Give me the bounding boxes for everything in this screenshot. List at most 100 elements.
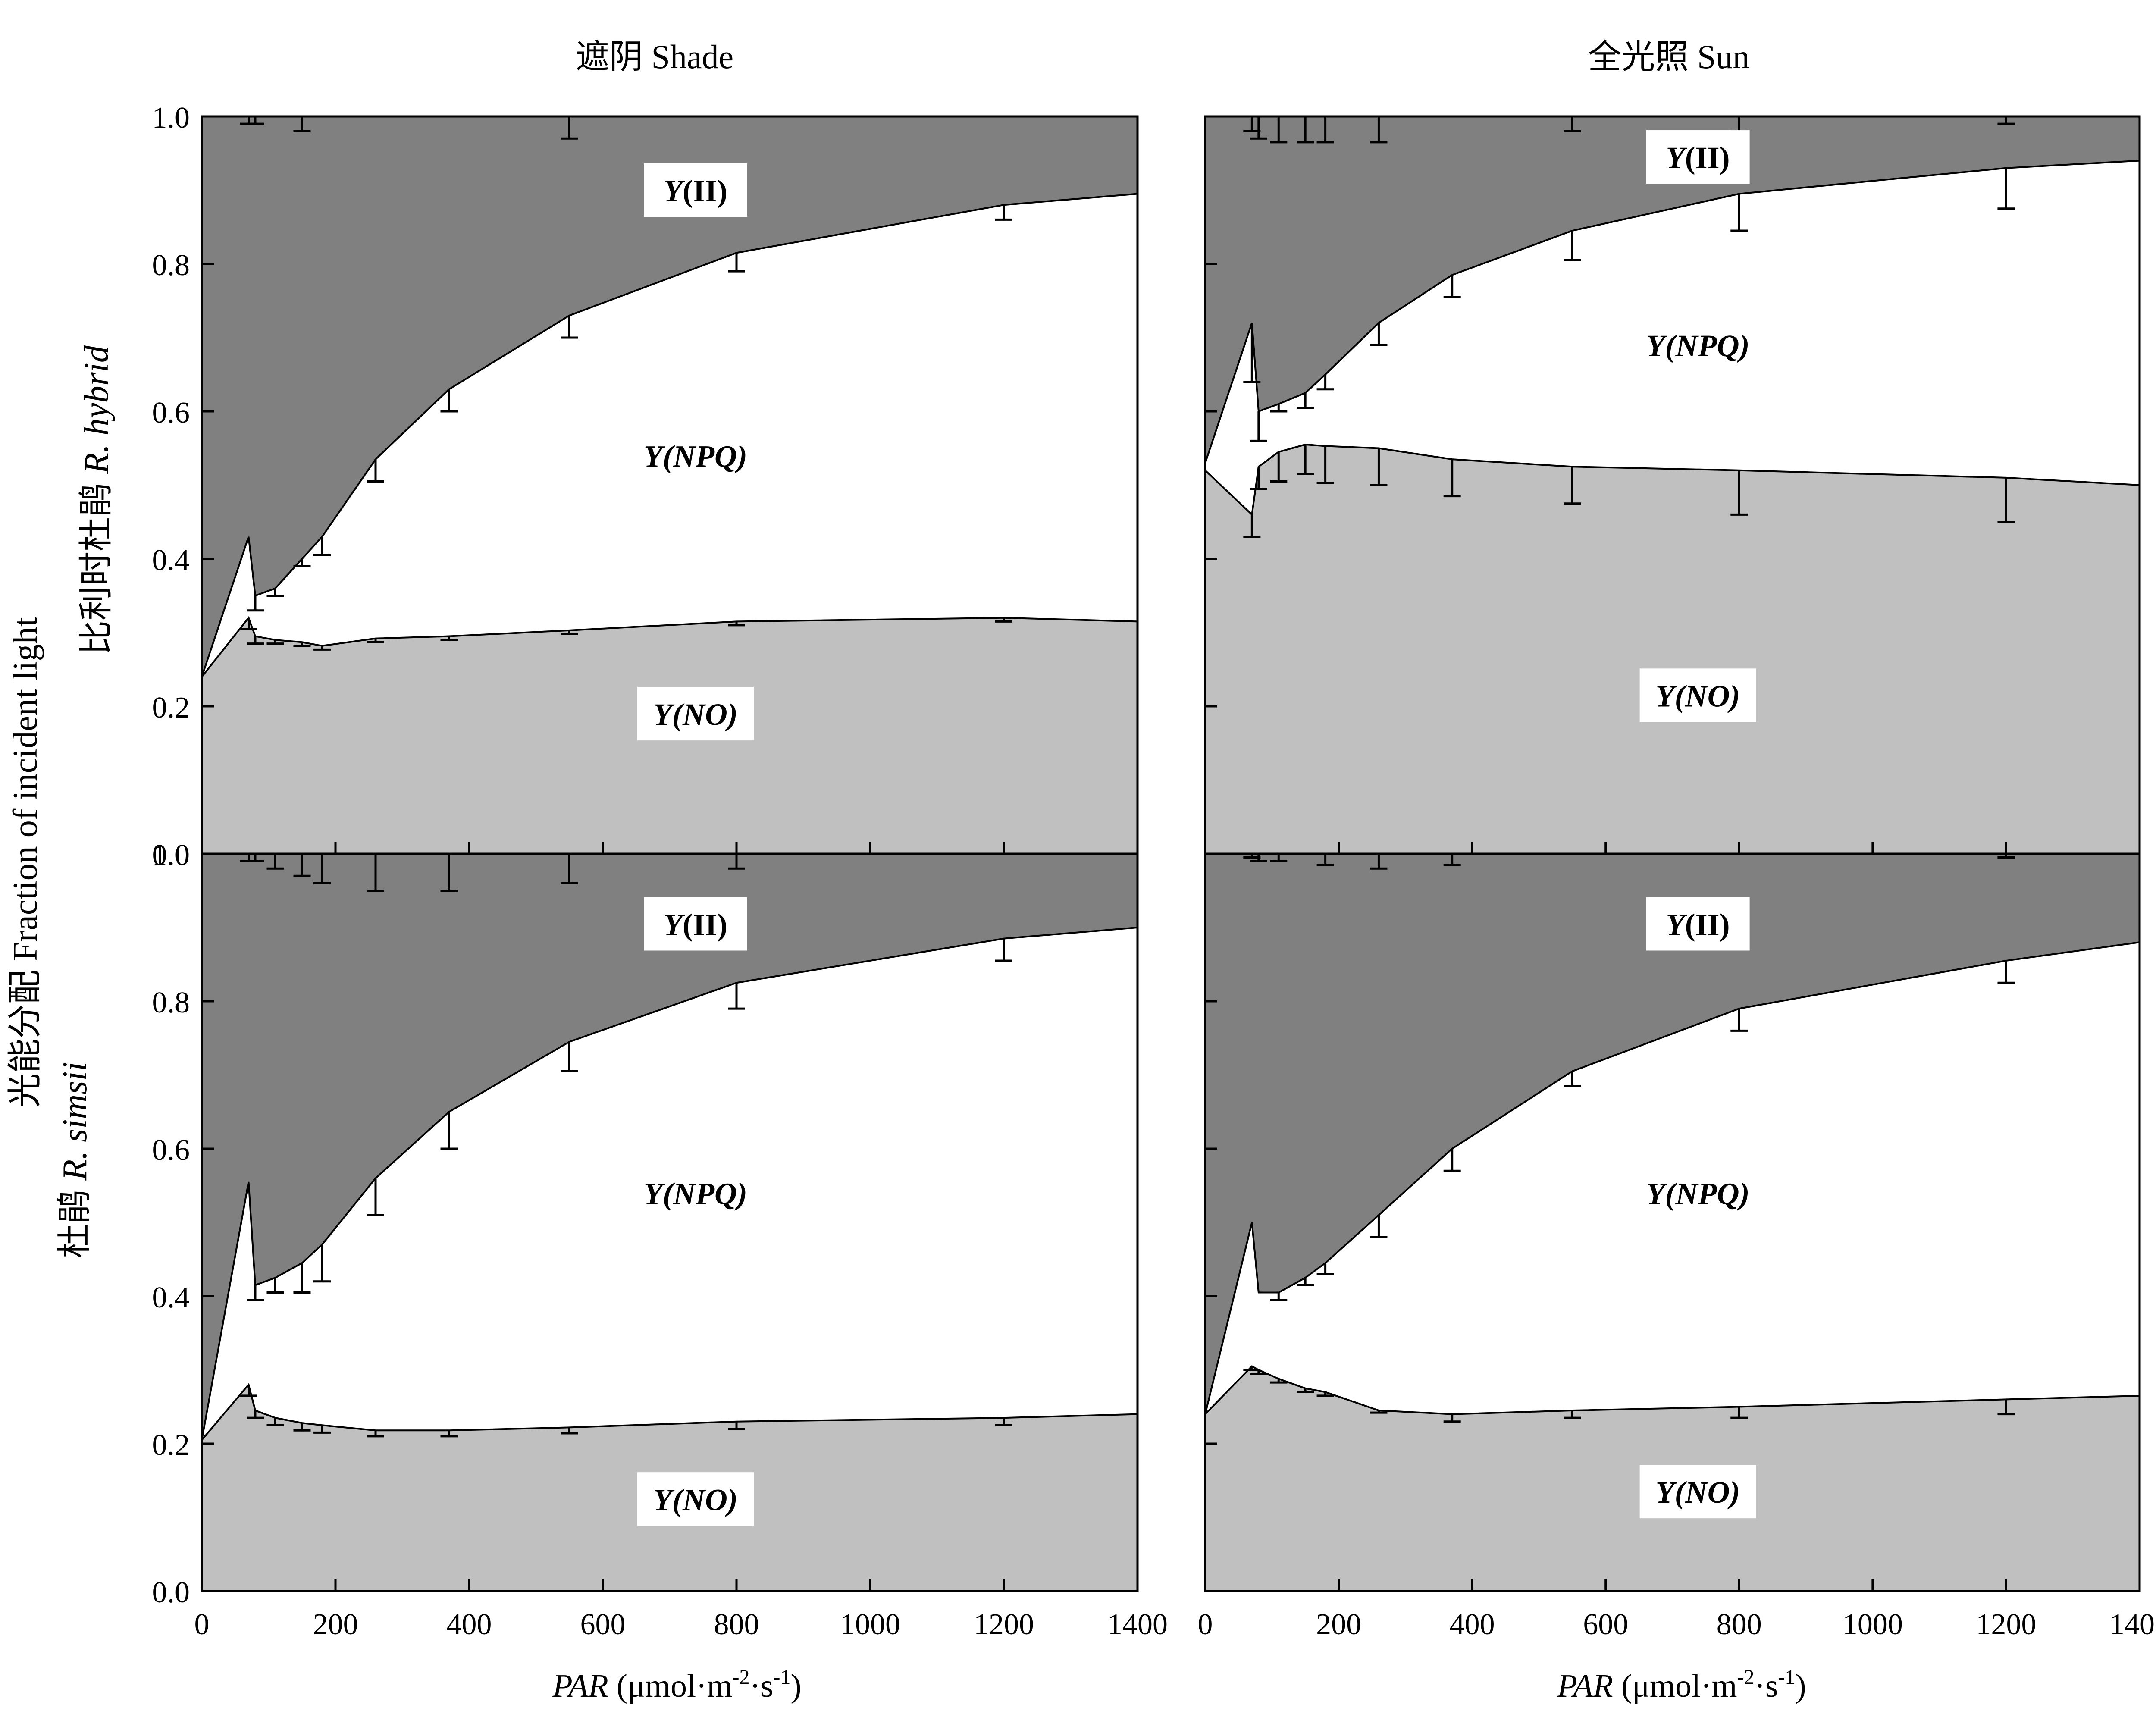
y-tick-label: 0.0 xyxy=(152,1576,190,1609)
x-tick-label: 1000 xyxy=(1843,1608,1903,1641)
region-label-yno: Y(NO) xyxy=(1656,679,1740,713)
x-tick-label: 600 xyxy=(1583,1608,1628,1641)
region-label-box xyxy=(1639,668,1756,722)
region-label-var: Y xyxy=(1656,679,1677,713)
column-title-sun: 全光照 Sun xyxy=(1588,38,1750,75)
y-tick-label: 0.0 xyxy=(152,839,190,872)
line-yno-plus-ynpq xyxy=(201,927,1138,1440)
region-label-var: Y xyxy=(664,174,685,208)
y-tick-label: 0.4 xyxy=(152,544,190,577)
x-axis-title-sun: PAR (μmol·m-2·s-1) xyxy=(1557,1666,1806,1704)
panel-sun-simsii: 0200400600800100012001400Y(II)Y(NPQ)Y(NO… xyxy=(1198,852,2156,1641)
row-title-simsii: 杜鹃 R. simsii xyxy=(56,1062,94,1258)
region-label-var: Y xyxy=(653,697,675,732)
region-label-name: (II) xyxy=(683,907,727,942)
x-tick-label: 600 xyxy=(580,1608,626,1641)
plot-frame xyxy=(201,852,1139,1592)
region-label-box xyxy=(1646,130,1750,184)
x-tick-label: 1400 xyxy=(2109,1608,2156,1641)
x-axis-var: PAR xyxy=(552,1668,608,1704)
x-axis-sup1: -2 xyxy=(1737,1666,1755,1689)
x-tick-label: 1000 xyxy=(840,1608,900,1641)
x-tick-label: 0 xyxy=(194,1608,210,1641)
area-ynpq xyxy=(1205,942,2140,1414)
y-tick-label: 0.8 xyxy=(152,986,190,1019)
region-label-var: Y xyxy=(644,1177,665,1211)
area-yno xyxy=(1205,444,2140,854)
x-tick-label: 800 xyxy=(1717,1608,1762,1641)
x-tick-label: 1200 xyxy=(1976,1608,2036,1641)
line-yno-plus-ynpq xyxy=(201,193,1138,677)
region-label-yii: Y(II) xyxy=(1666,141,1730,175)
line-yno-plus-ynpq xyxy=(1204,941,2140,1415)
y-tick-label: 0.2 xyxy=(152,691,190,724)
x-tick-label: 1400 xyxy=(1107,1608,1168,1641)
region-label-var: Y xyxy=(644,439,665,474)
y-tick-label: 0.6 xyxy=(152,396,190,429)
region-label-name: (NPQ) xyxy=(1665,1177,1750,1211)
x-axis-unit-mid: ·s xyxy=(1755,1668,1778,1704)
row-title-hybrid: 比利时杜鹃 R. hybrid xyxy=(78,345,116,655)
line-yno xyxy=(201,616,1138,677)
x-axis-unit-pre: (μmol·m xyxy=(1613,1668,1737,1704)
region-label-ynpq: Y(NPQ) xyxy=(1646,1177,1750,1211)
region-label-var: Y xyxy=(664,907,685,942)
panel-shade-hybrid: 0.00.20.40.60.81.0Y(II)Y(NPQ)Y(NO) xyxy=(152,101,1139,872)
x-axis-unit-mid: ·s xyxy=(750,1668,774,1704)
region-label-var: Y xyxy=(1666,907,1688,942)
row-title-hybrid-zh: 比利时杜鹃 xyxy=(78,474,116,655)
region-label-var: Y xyxy=(1646,1177,1668,1211)
x-tick-label: 200 xyxy=(313,1608,358,1641)
row-title-simsii-latin: R. simsii xyxy=(56,1062,94,1181)
row-title-hybrid-latin: R. hybrid xyxy=(78,345,116,474)
region-label-yno: Y(NO) xyxy=(653,1482,738,1517)
panel-shade-simsii: 0.0 0.2 0.4 0.6 0.8 1.0 0 200 400 600 800 1000 1200 1… xyxy=(152,839,1168,1641)
region-label-box xyxy=(1646,897,1750,951)
region-label-var: Y xyxy=(653,1482,675,1517)
line-yno-plus-ynpq xyxy=(1204,160,2140,464)
region-label-ynpq: Y(NPQ) xyxy=(644,439,747,474)
x-axis-sup1: -2 xyxy=(733,1666,750,1689)
area-ynpq xyxy=(202,194,1138,677)
x-tick-label: 1200 xyxy=(974,1608,1034,1641)
x-tick-label: 800 xyxy=(714,1608,759,1641)
region-label-box xyxy=(637,687,754,741)
y-tick-label: 0.8 xyxy=(152,249,190,282)
y-tick-label: 1.0 xyxy=(152,101,190,135)
plot-frame xyxy=(1204,852,2141,1592)
x-axis-unit-post: ) xyxy=(790,1668,801,1704)
y-tick-label: 1.0 xyxy=(152,839,190,872)
x-axis-title-shade: PAR (μmol·m-2·s-1) xyxy=(552,1666,801,1704)
region-label-ynpq: Y(NPQ) xyxy=(1646,329,1750,363)
column-title-shade: 遮阴 Shade xyxy=(576,38,733,75)
region-label-name: (II) xyxy=(1685,141,1730,175)
x-axis-sup2: -1 xyxy=(1778,1666,1795,1689)
region-label-box xyxy=(644,897,747,951)
y-tick-label: 0.4 xyxy=(152,1281,190,1314)
region-label-box xyxy=(644,163,747,217)
line-yno xyxy=(201,1382,1138,1441)
panel-sun-hybrid: Y(II)Y(NPQ)Y(NO) xyxy=(1204,115,2141,855)
region-label-var: Y xyxy=(1656,1475,1677,1510)
region-label-box xyxy=(1639,1465,1756,1519)
region-label-yno: Y(NO) xyxy=(1656,1475,1740,1510)
x-tick-label: 400 xyxy=(447,1608,492,1641)
x-tick-label: 200 xyxy=(1316,1608,1361,1641)
region-label-yii: Y(II) xyxy=(664,907,727,942)
line-yno xyxy=(1204,443,2140,517)
x-tick-label: 0 xyxy=(1198,1608,1213,1641)
region-label-name: (NO) xyxy=(672,697,738,732)
region-label-name: (NO) xyxy=(672,1482,738,1517)
region-label-var: Y xyxy=(1666,141,1688,175)
region-label-name: (NPQ) xyxy=(663,1177,747,1211)
region-label-name: (NPQ) xyxy=(1665,329,1750,363)
row-title-simsii-zh: 杜鹃 xyxy=(56,1181,94,1258)
area-ynpq xyxy=(202,928,1138,1440)
region-label-yii: Y(II) xyxy=(664,174,727,208)
x-axis-sup2: -1 xyxy=(773,1666,790,1689)
region-label-ynpq: Y(NPQ) xyxy=(644,1177,747,1211)
x-axis-unit-post: ) xyxy=(1795,1668,1806,1704)
region-label-name: (II) xyxy=(1685,907,1730,942)
area-ynpq xyxy=(1205,160,2140,515)
